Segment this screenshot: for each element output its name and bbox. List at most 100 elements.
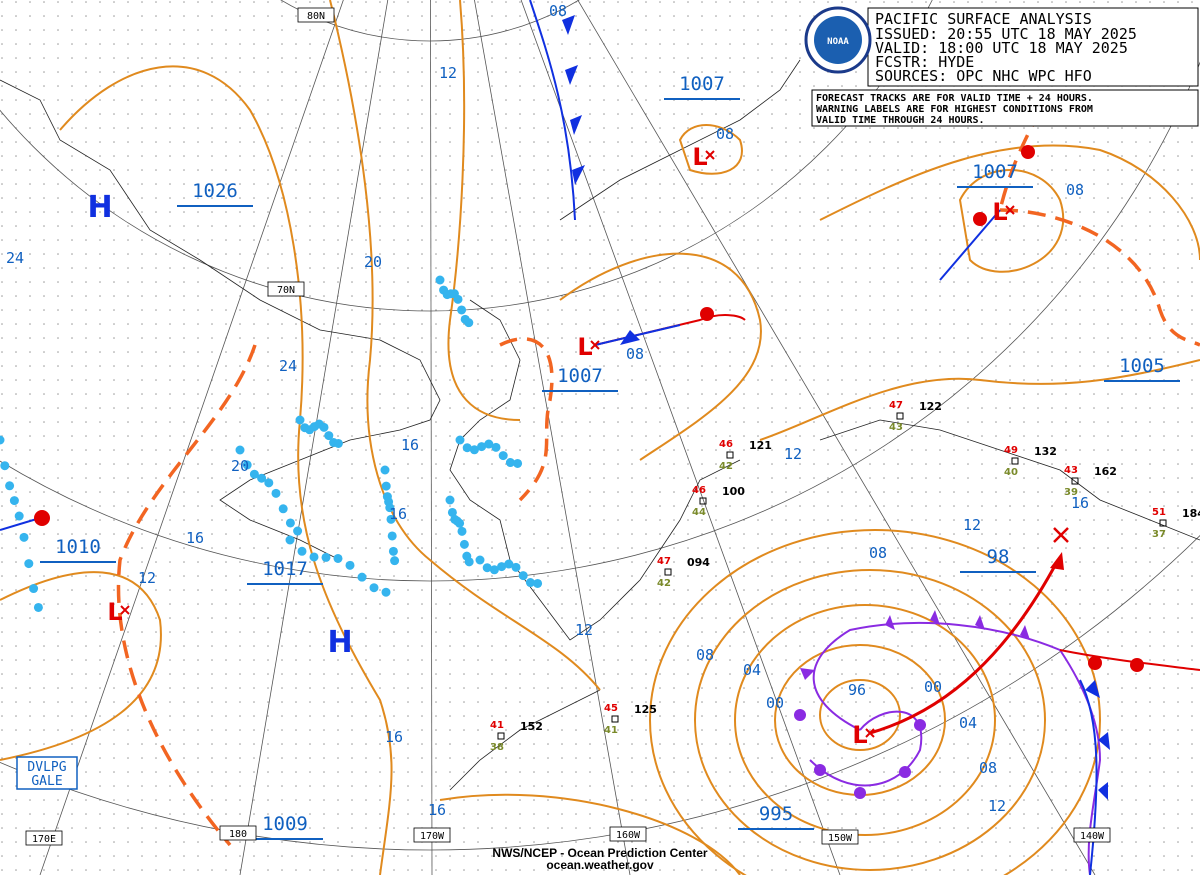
coastlines bbox=[0, 59, 1200, 791]
fog-dot bbox=[469, 445, 479, 455]
station-id: 162 bbox=[1094, 465, 1117, 478]
warning-box bbox=[16, 756, 78, 790]
header-line: VALID: 18:00 UTC 18 MAY 2025 bbox=[875, 39, 1128, 57]
station-id: 132 bbox=[1034, 445, 1057, 458]
station-dew: 42 bbox=[719, 461, 733, 472]
fog-dot bbox=[309, 552, 319, 562]
fog-dot bbox=[533, 578, 543, 588]
low-center: L bbox=[852, 721, 867, 749]
grid-label-box bbox=[413, 827, 451, 843]
station-dew: 40 bbox=[1004, 467, 1018, 478]
footer-line: ocean.weather.gov bbox=[546, 858, 654, 872]
station-temp: 47 bbox=[657, 556, 671, 567]
low-x bbox=[705, 150, 715, 160]
station bbox=[1071, 477, 1079, 485]
station-dew: 37 bbox=[1152, 529, 1166, 540]
low-x bbox=[1005, 205, 1015, 215]
fog-dot bbox=[459, 539, 469, 549]
fog-dot bbox=[484, 439, 494, 449]
pressure-label: 1017 bbox=[262, 558, 308, 580]
low-center: L bbox=[577, 333, 592, 361]
fog-dot bbox=[333, 553, 343, 563]
isobar-label: 16 bbox=[186, 529, 204, 547]
pressure-label: 1010 bbox=[55, 536, 101, 558]
notice-line: WARNING LABELS ARE FOR HIGHEST CONDITION… bbox=[816, 104, 1093, 115]
station-temp: 45 bbox=[604, 703, 618, 714]
isobar-label: 12 bbox=[988, 797, 1006, 815]
fog-dot bbox=[447, 507, 457, 517]
notice-line: VALID TIME THROUGH 24 HOURS. bbox=[816, 115, 985, 126]
fog-dot bbox=[5, 481, 15, 491]
fog-area bbox=[0, 275, 543, 612]
fog-dot bbox=[464, 557, 474, 567]
grid-label: 170E bbox=[32, 834, 56, 845]
station bbox=[611, 715, 619, 723]
station-temp: 49 bbox=[1004, 445, 1018, 456]
isobar-label: 04 bbox=[959, 714, 977, 732]
fog-dot bbox=[9, 496, 19, 506]
fog-dot bbox=[0, 461, 10, 471]
isobar-label: 20 bbox=[231, 457, 249, 475]
fog-dot bbox=[511, 562, 521, 572]
isobar-label: 08 bbox=[716, 125, 734, 143]
fog-dot bbox=[505, 458, 515, 468]
notice-box bbox=[811, 89, 1199, 127]
fog-dot bbox=[453, 294, 463, 304]
fog-dot bbox=[380, 465, 390, 475]
station-temp: 51 bbox=[1152, 507, 1166, 518]
forecast-position bbox=[1053, 527, 1069, 543]
isobar-label: 12 bbox=[963, 516, 981, 534]
fog-dot bbox=[14, 511, 24, 521]
header-line: PACIFIC SURFACE ANALYSIS bbox=[875, 10, 1092, 28]
logo-text: NOAA bbox=[827, 37, 849, 47]
fog-dot bbox=[386, 514, 396, 524]
footer-line: NWS/NCEP - Ocean Prediction Center bbox=[492, 846, 707, 860]
fog-dot bbox=[513, 458, 523, 468]
logo-inner bbox=[814, 16, 862, 64]
pressure-label: 1007 bbox=[679, 73, 725, 95]
grid-label-box bbox=[821, 829, 859, 845]
grid-label: 70N bbox=[277, 285, 295, 296]
fog-dot bbox=[357, 572, 367, 582]
isobar-label: 24 bbox=[6, 249, 24, 267]
fog-dot bbox=[475, 555, 485, 565]
fog-dot bbox=[497, 562, 507, 572]
fog-dot bbox=[504, 559, 514, 569]
fog-dot bbox=[388, 546, 398, 556]
pressure-label: 1026 bbox=[192, 180, 238, 202]
isobar-label: 16 bbox=[401, 436, 419, 454]
fog-dot bbox=[271, 488, 281, 498]
fog-dot bbox=[257, 473, 267, 483]
fog-dot bbox=[333, 438, 343, 448]
notice-line: FORECAST TRACKS ARE FOR VALID TIME + 24 … bbox=[816, 93, 1093, 104]
fog-dot bbox=[381, 481, 391, 491]
warning-text: DVLPG bbox=[27, 760, 66, 775]
isobar-label: 16 bbox=[385, 728, 403, 746]
fog-dot bbox=[369, 583, 379, 593]
fog-dot bbox=[264, 478, 274, 488]
pressure-label: 1007 bbox=[557, 365, 603, 387]
station-temp: 47 bbox=[889, 400, 903, 411]
header-box bbox=[867, 7, 1199, 87]
fog-dot bbox=[381, 587, 391, 597]
low-x bbox=[120, 605, 130, 615]
fog-dot bbox=[33, 602, 43, 612]
fog-dot bbox=[285, 518, 295, 528]
fog-dot bbox=[457, 526, 467, 536]
isobar-label: 12 bbox=[138, 569, 156, 587]
grid-label-box bbox=[219, 825, 257, 841]
pressure-label: 98 bbox=[987, 546, 1010, 568]
fog-dot bbox=[345, 560, 355, 570]
fog-dot bbox=[295, 415, 305, 425]
fog-dot bbox=[445, 495, 455, 505]
grid-label: 80N bbox=[307, 11, 325, 22]
fog-dot bbox=[387, 531, 397, 541]
fog-dot bbox=[249, 469, 259, 479]
fog-dot bbox=[321, 552, 331, 562]
fog-dot bbox=[455, 435, 465, 445]
isobar-label: 08 bbox=[626, 345, 644, 363]
station-temp: 46 bbox=[719, 439, 733, 450]
